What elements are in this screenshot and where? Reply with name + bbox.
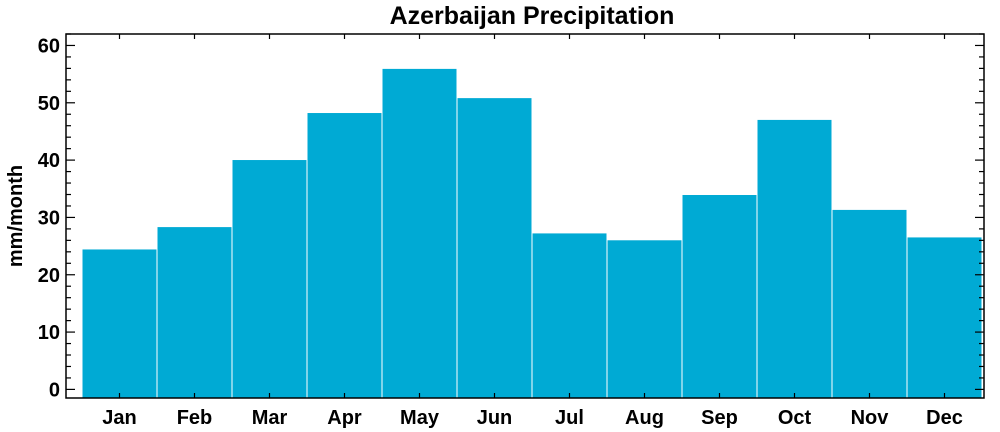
x-tick-label-apr: Apr — [327, 407, 362, 429]
bars-group — [81, 67, 983, 399]
bar-apr — [306, 112, 383, 399]
y-tick-label-20: 20 — [38, 265, 60, 287]
y-axis-ticks: 0 10 20 30 40 50 60 — [38, 33, 984, 401]
x-axis-ticks: Jan Feb Mar Apr May Jun Jul Aug Sep Oct Nov Dec — [102, 34, 963, 429]
bar-feb — [156, 226, 233, 399]
x-tick-label-dec: Dec — [926, 407, 963, 429]
bar-mar — [231, 159, 308, 399]
bar-oct — [756, 118, 833, 399]
x-tick-label-feb: Feb — [177, 407, 213, 429]
x-tick-label-may: May — [400, 407, 440, 429]
y-tick-label-30: 30 — [38, 207, 60, 229]
bar-jul — [531, 232, 608, 399]
y-axis-label: mm/month — [5, 165, 27, 267]
x-tick-label-aug: Aug — [625, 407, 664, 429]
bar-dec — [906, 236, 983, 399]
x-tick-label-nov: Nov — [851, 407, 890, 429]
x-tick-label-jan: Jan — [102, 407, 136, 429]
plot-frame — [65, 33, 985, 399]
x-tick-label-jun: Jun — [477, 407, 513, 429]
x-tick-label-jul: Jul — [555, 407, 584, 429]
bar-jan — [81, 248, 158, 399]
bar-aug — [606, 239, 683, 399]
bar-may — [381, 67, 458, 399]
y-tick-label-60: 60 — [38, 35, 60, 57]
bar-nov — [831, 208, 908, 399]
y-tick-label-40: 40 — [38, 150, 60, 172]
x-tick-label-oct: Oct — [778, 407, 812, 429]
bar-jun — [456, 97, 533, 399]
bar-sep — [681, 194, 758, 399]
x-tick-label-sep: Sep — [701, 407, 738, 429]
y-tick-label-0: 0 — [49, 379, 60, 401]
x-tick-label-mar: Mar — [252, 407, 288, 429]
y-tick-label-50: 50 — [38, 93, 60, 115]
chart-title: Azerbaijan Precipitation — [390, 2, 675, 30]
y-tick-label-10: 10 — [38, 322, 60, 344]
